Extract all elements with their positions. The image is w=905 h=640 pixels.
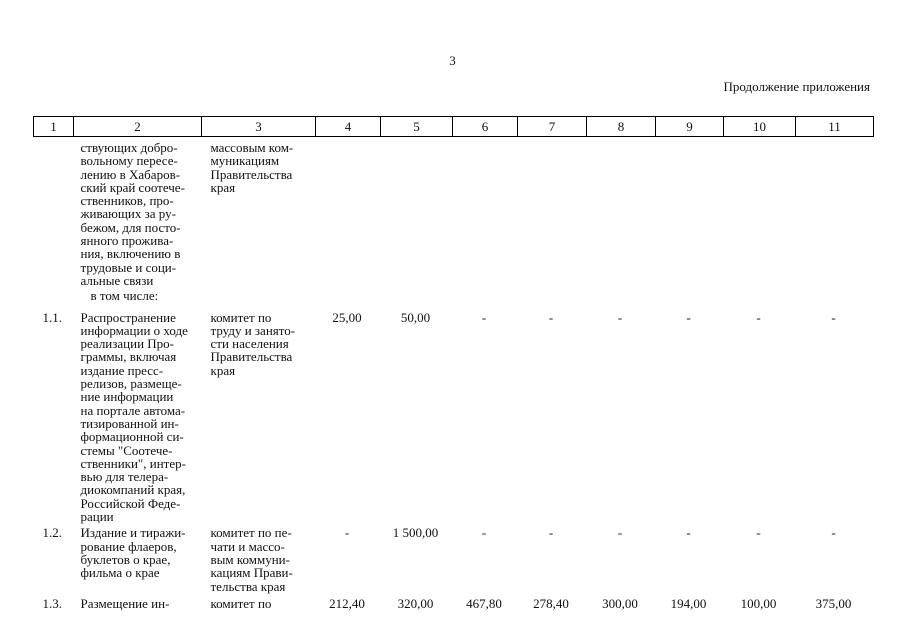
value-cell: - (481, 309, 487, 325)
value-cell (381, 137, 453, 288)
table-row: 1.1. Распространение информации о ходе ре… (34, 303, 874, 524)
item-name-cell: Издание и тиражи- рование флаеров, букле… (80, 525, 186, 581)
column-number-header: 9 (655, 116, 724, 137)
item-number-cell: 1.3. (42, 595, 63, 611)
value-cell: - (548, 525, 554, 541)
value-cell: - (756, 525, 761, 541)
value-cell: 25,00 (332, 309, 362, 325)
value-cell: - (617, 525, 623, 541)
value-cell: 320,00 (397, 595, 434, 611)
value-cell: - (617, 309, 623, 325)
item-name-cell: Распространение информации о ходе реализ… (80, 309, 188, 525)
item-number-cell (34, 137, 74, 288)
value-cell (724, 137, 796, 288)
column-number-header: 5 (380, 116, 453, 137)
column-number-header: 7 (517, 116, 587, 137)
value-cell: 300,00 (602, 595, 638, 611)
value-cell: 375,00 (815, 595, 852, 611)
item-number-cell (34, 287, 74, 302)
value-cell: 100,00 (740, 595, 777, 611)
column-number-header: 8 (586, 116, 656, 137)
value-cell: 194,00 (670, 595, 707, 611)
value-cell (453, 137, 518, 288)
value-cell: - (548, 309, 554, 325)
table-row: 1.3. Размещение ин-комитет по 212,40 320,00… (34, 593, 874, 611)
value-cell: 50,00 (400, 309, 431, 325)
column-number-header: 3 (201, 116, 316, 137)
value-cell (316, 287, 381, 302)
item-name-cell: ствующих добро- вольному пересе- лению в… (80, 140, 185, 288)
value-cell: - (831, 525, 836, 541)
value-cell (518, 137, 587, 288)
value-cell (381, 287, 453, 302)
executor-cell: комитет по (210, 595, 272, 611)
value-cell (796, 287, 874, 302)
page-number: 3 (449, 53, 456, 68)
value-cell: 278,40 (533, 595, 569, 611)
column-numbers-row: 1 2 3 4 5 6 7 8 9 10 11 (33, 116, 874, 137)
value-cell (656, 137, 724, 288)
table-body: ствующих добро- вольному пересе- лению в… (34, 137, 874, 611)
executor-cell (202, 287, 316, 302)
value-cell (656, 287, 724, 302)
table-row: 1.2. Издание и тиражи- рование флаеров, б… (34, 523, 874, 594)
executor-cell: комитет по пе- чати и массо- вым коммуни… (210, 525, 293, 594)
item-number-cell: 1.1. (42, 309, 63, 325)
value-cell: 467,80 (466, 595, 502, 611)
value-cell (587, 287, 656, 302)
value-cell: 212,40 (329, 595, 365, 611)
appendix-table: 1 2 3 4 5 6 7 8 9 10 11 ствующих добро- … (33, 116, 874, 610)
value-cell (587, 137, 656, 288)
value-cell: - (831, 309, 836, 325)
column-number-header: 10 (723, 116, 796, 137)
value-cell (316, 137, 381, 288)
table-row: в том числе: (34, 287, 874, 304)
column-number-header: 6 (452, 116, 518, 137)
value-cell: 1 500,00 (392, 525, 439, 541)
value-cell (453, 287, 518, 302)
value-cell: - (686, 525, 691, 541)
item-number-cell: 1.2. (42, 525, 63, 541)
value-cell (796, 137, 874, 288)
column-number-header: 4 (315, 116, 381, 137)
item-name-cell: Размещение ин- (80, 595, 170, 611)
table-row: ствующих добро- вольному пересе- лению в… (34, 137, 874, 288)
column-number-header: 1 (33, 116, 74, 137)
item-name-cell: в том числе: (90, 288, 159, 304)
executor-cell: массовым ком- муникациям Правительства к… (210, 140, 294, 195)
value-cell: - (756, 309, 761, 325)
column-number-header: 2 (73, 116, 202, 137)
value-cell: - (481, 525, 487, 541)
continuation-note: Продолжение приложения (723, 79, 870, 94)
executor-cell: комитет по труду и занято- сти населения… (210, 309, 296, 378)
value-cell: - (686, 309, 691, 325)
column-number-header: 11 (795, 116, 874, 137)
value-cell (724, 287, 796, 302)
value-cell (518, 287, 587, 302)
value-cell: - (344, 525, 350, 541)
